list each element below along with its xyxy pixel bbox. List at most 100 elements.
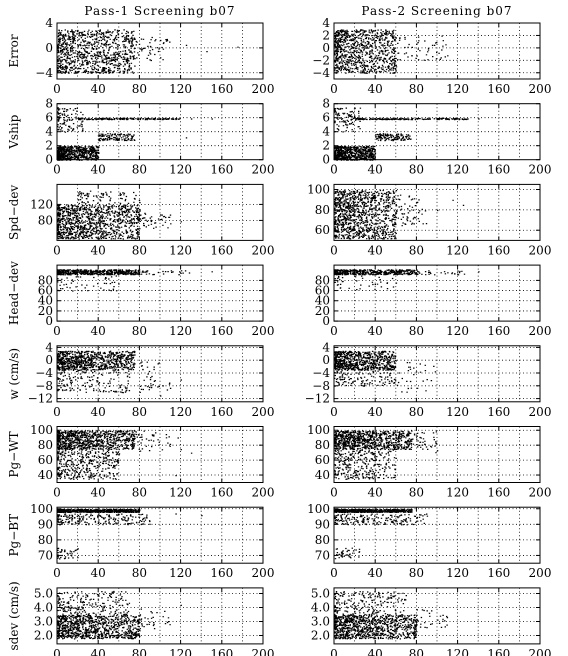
y-tick-label: 4: [322, 16, 330, 30]
y-tick-label: 80: [315, 273, 330, 287]
x-tick-label: 200: [529, 647, 552, 656]
x-tick-label: 0: [53, 486, 61, 500]
y-tick-label: 80: [38, 213, 53, 227]
y-tick-label: 0: [322, 314, 330, 328]
y-tick-label: 20: [315, 304, 330, 318]
x-tick-label: 160: [210, 486, 233, 500]
y-tick-label: 8: [45, 97, 53, 111]
data-points: [334, 107, 480, 161]
y-axis-title: sdev (cm/s): [7, 581, 21, 650]
x-tick-label: 40: [91, 566, 106, 580]
y-tick-label: −4: [312, 366, 330, 380]
y-tick-label: 40: [315, 468, 330, 482]
plot-frame: [56, 506, 264, 564]
y-tick-label: −2: [312, 53, 330, 67]
x-tick-label: 120: [169, 163, 192, 177]
y-tick-label: −12: [305, 392, 330, 406]
y-axis-title: w (cm/s): [7, 348, 21, 400]
x-tick-label: 80: [132, 486, 147, 500]
y-tick-label: 2: [322, 139, 330, 153]
x-tick-label: 200: [252, 566, 275, 580]
y-tick-label: 4: [322, 125, 330, 139]
panel-spd-dev-col2: 0 40 80 120 160 200 60 80 100: [307, 182, 551, 257]
x-tick-label: 0: [53, 163, 61, 177]
y-tick-label: 6: [45, 111, 53, 125]
y-tick-label: 80: [38, 533, 53, 547]
x-tick-label: 120: [169, 405, 192, 419]
x-tick-label: 0: [330, 324, 338, 338]
plot-frame: [56, 22, 264, 80]
y-tick-label: 0: [45, 153, 53, 167]
x-tick-label: 80: [409, 566, 424, 580]
y-tick-label: 4.0: [34, 601, 53, 615]
y-tick-label: 20: [38, 304, 53, 318]
data-points: [334, 29, 449, 74]
x-tick-label: 120: [446, 82, 469, 96]
x-tick-label: 120: [446, 324, 469, 338]
y-tick-label: 100: [30, 502, 53, 516]
plot-frame: [56, 426, 264, 483]
y-tick-label: 100: [307, 182, 330, 196]
y-tick-label: 60: [315, 453, 330, 467]
y-tick-label: 0: [322, 41, 330, 55]
x-tick-label: 200: [529, 405, 552, 419]
y-tick-label: 40: [38, 294, 53, 308]
y-tick-label: 60: [315, 223, 330, 237]
x-tick-label: 80: [132, 647, 147, 656]
data-points: [334, 189, 465, 240]
x-tick-label: 200: [252, 486, 275, 500]
y-axis-title: Vship: [7, 114, 21, 149]
x-tick-label: 200: [252, 405, 275, 419]
x-tick-label: 80: [409, 324, 424, 338]
x-tick-label: 160: [487, 163, 510, 177]
data-points: [57, 107, 213, 161]
x-tick-label: 0: [330, 647, 338, 656]
x-tick-label: 200: [529, 163, 552, 177]
x-tick-label: 120: [446, 243, 469, 257]
y-tick-label: 100: [30, 423, 53, 437]
x-tick-label: 40: [91, 486, 106, 500]
y-tick-label: 60: [315, 284, 330, 298]
x-tick-label: 0: [53, 82, 61, 96]
x-tick-label: 80: [132, 324, 147, 338]
data-points: [57, 590, 182, 640]
x-tick-label: 40: [91, 82, 106, 96]
x-tick-label: 0: [330, 82, 338, 96]
y-tick-label: 80: [315, 533, 330, 547]
y-tick-label: −4: [35, 66, 53, 80]
x-tick-label: 0: [53, 647, 61, 656]
plot-frame: [333, 264, 541, 322]
x-tick-label: 160: [210, 163, 233, 177]
data-points: [57, 29, 239, 74]
y-axis-title: Error: [7, 34, 21, 67]
x-tick-label: 120: [169, 647, 192, 656]
column-1-title: Pass-1 Screening b07: [84, 4, 235, 18]
x-tick-label: 120: [169, 566, 192, 580]
y-tick-label: 4.0: [311, 601, 330, 615]
x-tick-label: 0: [53, 566, 61, 580]
x-tick-label: 200: [529, 566, 552, 580]
data-points: [57, 508, 203, 560]
y-tick-label: 80: [38, 438, 53, 452]
y-tick-label: 4: [45, 16, 53, 30]
y-tick-label: 5.0: [311, 587, 330, 601]
x-tick-label: 80: [409, 82, 424, 96]
x-tick-label: 80: [409, 405, 424, 419]
data-points: [334, 591, 449, 640]
x-tick-label: 40: [368, 163, 383, 177]
y-tick-label: 120: [30, 197, 53, 211]
y-tick-label: 0: [45, 41, 53, 55]
y-tick-label: 0: [45, 314, 53, 328]
y-tick-label: 0: [45, 353, 53, 367]
y-tick-label: 70: [38, 548, 53, 562]
y-axis-title: Pg−WT: [7, 431, 21, 477]
panel-w-col2: 0 40 80 120 160 200−12−8−404: [305, 340, 552, 418]
x-tick-label: 80: [132, 566, 147, 580]
x-tick-label: 160: [210, 566, 233, 580]
